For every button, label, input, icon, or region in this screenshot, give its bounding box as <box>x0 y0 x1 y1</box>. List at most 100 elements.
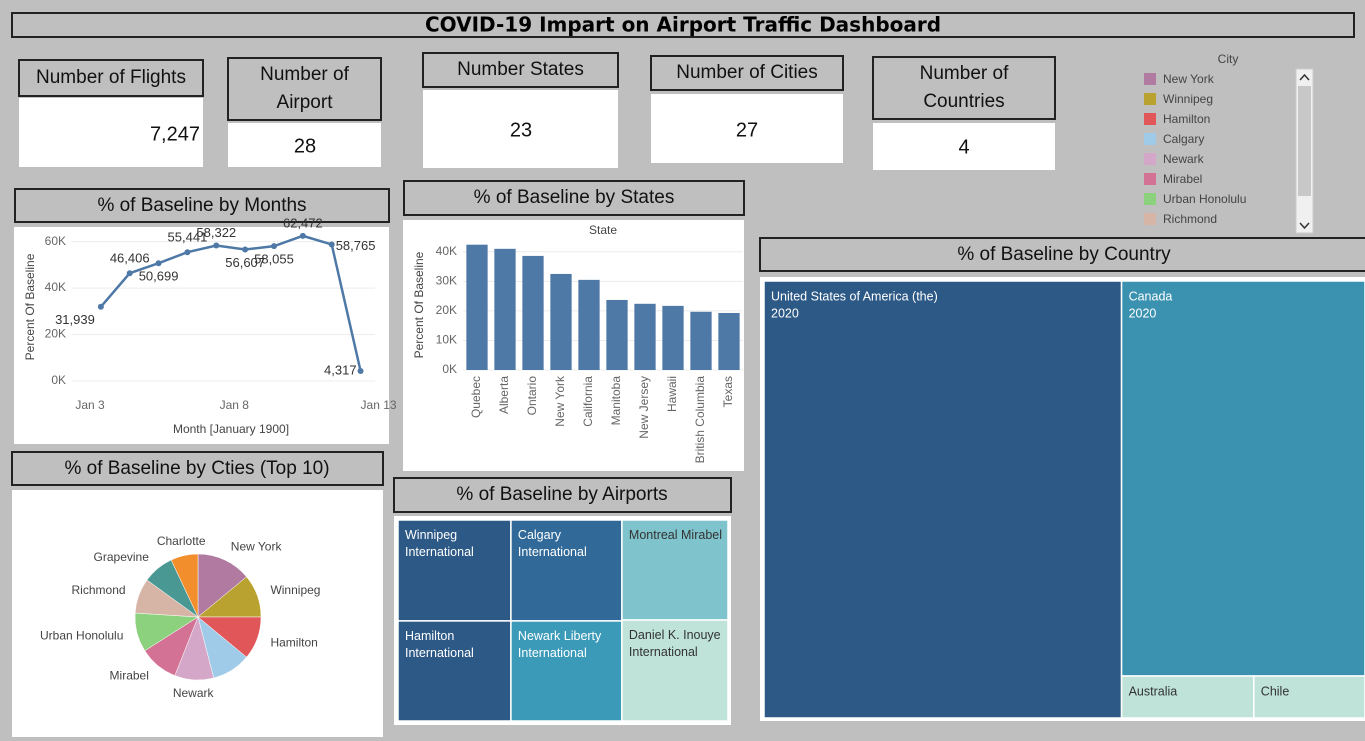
data-label: 58,322 <box>196 225 236 240</box>
pie-slice <box>170 553 199 618</box>
y-tick-label: 10K <box>436 333 457 347</box>
treemap-label: Canada <box>1129 289 1173 303</box>
title-box <box>403 180 745 216</box>
point <box>126 270 133 277</box>
bar <box>522 255 544 370</box>
y-tick-label: 40K <box>45 280 66 294</box>
treemap-cell <box>621 619 729 722</box>
treemap-sublabel: 2020 <box>1129 306 1157 320</box>
point <box>328 241 335 248</box>
line <box>99 234 362 372</box>
legend-label: Calgary <box>1163 132 1204 146</box>
kpi-label-box <box>227 57 382 121</box>
slice-label: Winnipeg <box>270 583 320 597</box>
kpi-value: 4 <box>958 136 969 158</box>
scroll-down[interactable] <box>1299 222 1310 230</box>
data-label: 62,472 <box>283 215 323 230</box>
data-label: 4,317 <box>324 362 357 377</box>
x-tick-label: British Columbia <box>693 376 707 464</box>
legend-swatch <box>1144 173 1156 185</box>
bar <box>690 311 712 370</box>
x-tick-label: New York <box>553 375 567 427</box>
chart-title: % of Baseline by Country <box>957 244 1171 265</box>
bar <box>466 244 488 370</box>
kpi-label: Number of Airport <box>260 64 349 113</box>
slice-label: Charlotte <box>157 534 206 548</box>
treemap-label: Montreal Mirabel <box>629 528 722 542</box>
point <box>184 249 191 256</box>
point <box>213 242 220 249</box>
panel <box>14 227 389 444</box>
kpi-value-box <box>228 123 381 167</box>
treemap-label: Chile <box>1261 684 1290 698</box>
legend-swatch <box>1144 133 1156 145</box>
legend-label: Winnipeg <box>1163 92 1213 106</box>
bar <box>494 248 516 370</box>
data-label: 46,406 <box>110 251 150 266</box>
data-label: 31,939 <box>55 312 95 327</box>
x-axis-title: Month [January 1900] <box>173 422 289 436</box>
pie-slice <box>197 553 247 618</box>
dashboard-title: COVID-19 Impart on Airport Traffic Dashb… <box>425 13 941 37</box>
title-box <box>759 237 1365 272</box>
treemap-cell <box>1253 675 1365 719</box>
legend-swatch <box>1144 213 1156 225</box>
x-tick-label: Texas <box>721 376 735 407</box>
treemap-cell <box>397 620 512 722</box>
slice-label: New York <box>231 540 283 554</box>
y-tick-label: 30K <box>436 274 457 288</box>
kpi-value: 23 <box>510 119 532 141</box>
x-tick-label: California <box>581 376 595 427</box>
treemap-cell <box>510 620 623 722</box>
kpi-value-box <box>873 123 1055 170</box>
point <box>242 246 249 253</box>
bar <box>634 303 656 370</box>
kpi-value: 27 <box>736 119 758 141</box>
data-label: 58,765 <box>336 238 376 253</box>
bar <box>662 305 684 370</box>
kpi-label: Number of Cities <box>676 62 818 83</box>
treemap-label: Hamilton International <box>405 629 474 660</box>
data-label: 50,699 <box>139 269 179 284</box>
scroll-up[interactable] <box>1299 73 1310 81</box>
treemap-cell <box>1120 675 1255 719</box>
title-box <box>14 188 390 223</box>
data-label: 58,055 <box>254 252 294 267</box>
x-tick-label: Manitoba <box>609 376 623 426</box>
kpi-value: 28 <box>294 135 316 157</box>
bar <box>606 299 628 370</box>
legend-label: New York <box>1163 72 1215 86</box>
legend-label: Hamilton <box>1163 112 1210 126</box>
point <box>357 367 364 374</box>
header-box <box>11 12 1355 38</box>
point <box>155 260 162 267</box>
slice-label: Richmond <box>72 583 126 597</box>
legend-label: Urban Honolulu <box>1163 192 1246 206</box>
treemap-label: Winnipeg International <box>405 528 474 559</box>
kpi-value: 7,247 <box>150 123 200 145</box>
legend-swatch <box>1144 153 1156 165</box>
point <box>97 303 104 310</box>
legend: New York Winnipeg Hamilton Calgary Newark Mir… <box>1144 72 1246 233</box>
y-tick-label: 60K <box>45 234 66 248</box>
legend-label: Richmond <box>1163 212 1217 226</box>
x-tick-label: Alberta <box>497 376 511 414</box>
bar <box>718 312 740 370</box>
legend-swatch <box>1144 113 1156 125</box>
treemap-cell <box>397 519 512 622</box>
treemap-cell <box>1120 280 1365 677</box>
y-axis-title: Percent Of Baseline <box>23 253 37 360</box>
treemap-label: Australia <box>1129 684 1178 698</box>
y-tick-label: 20K <box>436 303 457 317</box>
legend-swatch <box>1144 93 1156 105</box>
y-tick-label: 0K <box>51 373 66 387</box>
chart-title: % of Baseline by Months <box>97 195 306 216</box>
data-label: 56,607 <box>225 255 265 270</box>
chart-title: % of Baseline by States <box>474 187 675 208</box>
kpi-label: Number States <box>457 59 584 80</box>
legend-title: City <box>1218 52 1239 66</box>
panel <box>403 220 744 471</box>
slice-label: Grapevine <box>94 550 150 564</box>
scroll-thumb[interactable] <box>1298 86 1311 196</box>
